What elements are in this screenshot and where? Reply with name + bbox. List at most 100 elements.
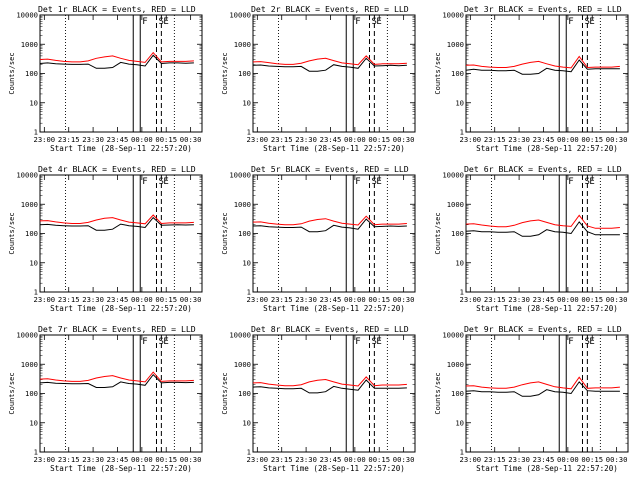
plot-frame	[252, 334, 416, 453]
y-tick-label: 10	[242, 258, 251, 267]
marker-label-e: E	[376, 177, 381, 187]
series-lld-line	[39, 214, 194, 225]
x-axis-label: Start Time (28-Sep-11 22:57:20)	[50, 464, 192, 473]
x-tick-label: 23:00	[460, 455, 482, 464]
x-tick-label: 00:30	[180, 295, 202, 304]
y-tick-label: 10000	[16, 331, 38, 340]
panel-det-6r: Det 6r BLACK = Events, RED = LLD 1 10 100 10…	[434, 164, 629, 313]
series-lld-line	[465, 214, 620, 229]
y-tick-label: 100	[25, 69, 38, 78]
series-lld-line	[252, 55, 407, 66]
plot-frame	[39, 14, 203, 133]
marker-label-s: S	[158, 177, 163, 187]
series-events-line	[39, 54, 194, 69]
x-tick-label: 23:45	[320, 135, 342, 144]
marker-label-s: S	[371, 177, 376, 187]
x-axis-label: Start Time (28-Sep-11 22:57:20)	[50, 304, 192, 313]
y-tick-label: 100	[238, 389, 251, 398]
y-tick-label: 10	[242, 98, 251, 107]
x-tick-label: 00:30	[606, 295, 628, 304]
y-tick-label: 100	[451, 69, 464, 78]
series-lld-line	[39, 51, 194, 63]
panel-det-8r: Det 8r BLACK = Events, RED = LLD 1 10 100 10…	[221, 324, 416, 473]
x-tick-label: 00:30	[393, 135, 415, 144]
y-tick-label: 10000	[229, 11, 251, 20]
y-axis-label: Counts/sec	[221, 52, 229, 94]
x-axis-label: Start Time (28-Sep-11 22:57:20)	[50, 144, 192, 153]
x-tick-label: 23:45	[107, 135, 129, 144]
x-tick-label: 23:00	[34, 135, 56, 144]
plot-frame	[252, 174, 416, 293]
y-tick-label: 1	[460, 448, 464, 457]
y-tick-label: 1000	[447, 40, 464, 49]
x-tick-label: 00:15	[368, 135, 390, 144]
y-tick-label: 1000	[447, 200, 464, 209]
x-tick-label: 23:30	[82, 455, 104, 464]
marker-label-e: E	[163, 177, 168, 187]
x-tick-label: 23:45	[320, 455, 342, 464]
x-tick-label: 00:15	[155, 295, 177, 304]
x-tick-label: 23:00	[460, 295, 482, 304]
y-tick-label: 10	[455, 418, 464, 427]
x-tick-label: 23:15	[484, 455, 506, 464]
y-tick-label: 1	[34, 448, 38, 457]
x-tick-label: 00:00	[344, 135, 366, 144]
plot-frame	[465, 174, 629, 293]
x-tick-label: 00:00	[557, 455, 579, 464]
y-tick-label: 10000	[229, 331, 251, 340]
x-tick-label: 00:15	[368, 455, 390, 464]
plot-frame	[39, 174, 203, 293]
marker-label-f: F	[355, 337, 360, 347]
panel-title: Det 1r BLACK = Events, RED = LLD	[38, 4, 196, 14]
x-tick-label: 23:30	[82, 135, 104, 144]
y-tick-label: 1000	[234, 40, 251, 49]
panel-det-2r: Det 2r BLACK = Events, RED = LLD 1 10 100 10…	[221, 4, 416, 153]
y-tick-label: 100	[451, 389, 464, 398]
marker-label-s: S	[584, 17, 589, 27]
y-tick-label: 1000	[447, 360, 464, 369]
x-axis-label: Start Time (28-Sep-11 22:57:20)	[263, 464, 405, 473]
x-tick-label: 00:30	[606, 135, 628, 144]
y-axis-label: Counts/sec	[434, 52, 442, 94]
x-tick-label: 23:30	[295, 455, 317, 464]
marker-label-e: E	[589, 177, 594, 187]
marker-label-f: F	[355, 17, 360, 27]
y-tick-label: 1	[247, 288, 251, 297]
x-tick-label: 00:15	[155, 135, 177, 144]
marker-label-s: S	[584, 177, 589, 187]
y-tick-label: 1	[247, 128, 251, 137]
x-tick-label: 00:00	[131, 455, 153, 464]
y-tick-label: 1	[460, 288, 464, 297]
x-tick-label: 23:45	[107, 455, 129, 464]
y-tick-label: 10	[29, 98, 38, 107]
y-axis-label: Counts/sec	[221, 212, 229, 254]
x-tick-label: 23:45	[320, 295, 342, 304]
plot-frame	[465, 14, 629, 133]
x-tick-label: 23:00	[247, 295, 269, 304]
y-tick-label: 10	[29, 258, 38, 267]
x-tick-label: 00:15	[368, 295, 390, 304]
x-axis-label: Start Time (28-Sep-11 22:57:20)	[476, 464, 618, 473]
y-axis-label: Counts/sec	[221, 372, 229, 414]
y-tick-label: 10	[455, 98, 464, 107]
marker-label-s: S	[584, 337, 589, 347]
y-tick-label: 10	[29, 418, 38, 427]
x-tick-label: 23:45	[533, 295, 555, 304]
x-tick-label: 23:15	[271, 135, 293, 144]
x-tick-label: 23:45	[533, 135, 555, 144]
x-tick-label: 00:00	[344, 295, 366, 304]
panel-det-3r: Det 3r BLACK = Events, RED = LLD 1 10 100 10…	[434, 4, 629, 153]
panel-title: Det 6r BLACK = Events, RED = LLD	[464, 164, 622, 174]
x-axis-label: Start Time (28-Sep-11 22:57:20)	[263, 144, 405, 153]
series-lld-line	[252, 376, 407, 387]
x-tick-label: 23:30	[82, 295, 104, 304]
x-tick-label: 23:00	[460, 135, 482, 144]
panel-det-4r: Det 4r BLACK = Events, RED = LLD 1 10 100 10…	[8, 164, 203, 313]
y-tick-label: 1	[34, 288, 38, 297]
y-axis-label: Counts/sec	[434, 212, 442, 254]
x-tick-label: 00:00	[557, 295, 579, 304]
y-tick-label: 10000	[16, 11, 38, 20]
panel-det-1r: Det 1r BLACK = Events, RED = LLD 1 10 100 10…	[8, 4, 203, 153]
panel-title: Det 5r BLACK = Events, RED = LLD	[251, 164, 409, 174]
